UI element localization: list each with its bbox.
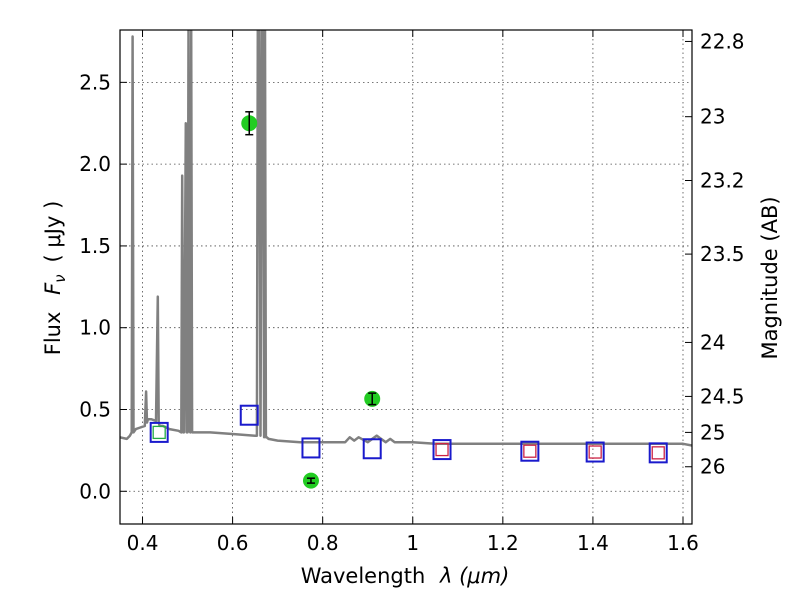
y2-tick-label: 25	[700, 420, 725, 444]
y-tick-label: 1.0	[79, 316, 111, 340]
y2-tick-label: 24.5	[700, 384, 745, 408]
model-band-flux-square	[432, 439, 452, 461]
plot-frame	[119, 29, 693, 525]
model-band-flux-inner-square	[588, 445, 602, 459]
y2-tick-label: 24	[700, 330, 725, 354]
tick-layer: 0.4 0.6 0.8 1 1.2 1.4 1.6 0.0 0.5 1.0 1.5 2.0 2.5 22.…	[79, 29, 744, 555]
x-tick-label: 1.2	[487, 531, 519, 555]
x-axis-label: Wavelength λ (μm)	[301, 564, 510, 588]
y2-tick-label: 23.2	[700, 168, 745, 192]
y-tick-label: 2.0	[79, 152, 111, 176]
model-band-flux-inner-square	[523, 444, 537, 458]
model-band-flux-square	[520, 440, 540, 462]
x-tick-label: 0.4	[127, 531, 159, 555]
y-tick-label: 1.5	[79, 234, 111, 258]
y-tick-label: 0.5	[79, 397, 111, 421]
model-band-flux-square	[648, 442, 668, 464]
y2-tick-label: 23	[700, 105, 725, 129]
y2-tick-label: 23.5	[700, 242, 745, 266]
x-tick-label: 0.6	[217, 531, 249, 555]
model-band-flux-square	[585, 441, 605, 463]
x-tick-label: 1.6	[667, 531, 699, 555]
x-tick-label: 1	[406, 531, 419, 555]
x-tick-label: 0.8	[307, 531, 339, 555]
data-layer	[120, 30, 692, 489]
model-spectrum-line	[120, 30, 692, 447]
y2-tick-label: 22.8	[700, 29, 745, 53]
model-band-flux-inner-square	[651, 446, 665, 460]
model-band-flux-inner-square	[435, 442, 449, 457]
model-band-flux-inner-square	[152, 425, 166, 440]
y-tick-label: 2.5	[79, 70, 111, 94]
model-band-flux-square	[362, 438, 382, 460]
y2-tick-label: 26	[700, 455, 725, 479]
model-band-flux-square	[239, 404, 259, 426]
y-tick-label: 0.0	[79, 479, 111, 503]
grid-layer	[120, 30, 692, 524]
y2-axis-label: Magnitude (AB)	[758, 196, 782, 359]
model-band-flux-square	[301, 437, 321, 459]
model-band-flux-square	[149, 421, 169, 443]
x-tick-label: 1.4	[577, 531, 609, 555]
y-axis-label: Flux Fν( μJy )	[41, 201, 69, 356]
